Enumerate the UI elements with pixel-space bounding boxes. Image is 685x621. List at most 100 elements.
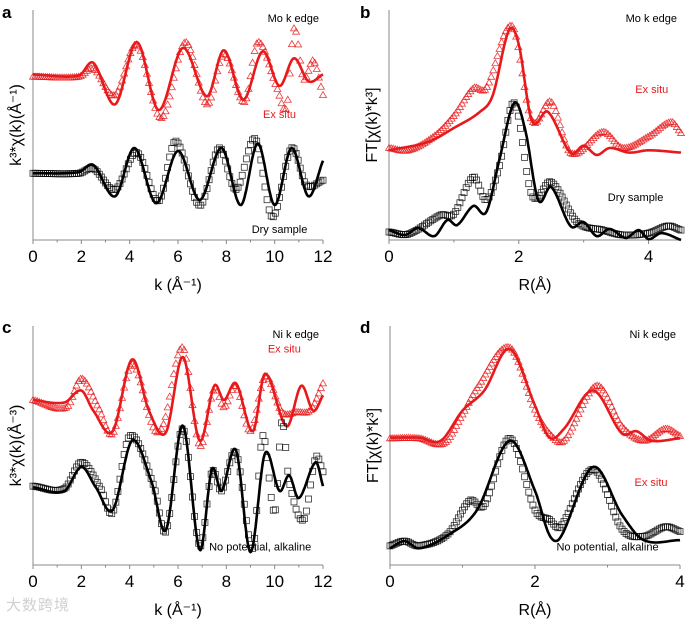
data-marker-triangle [273,84,282,92]
data-marker-square [259,432,267,439]
data-marker-square [234,183,242,191]
data-marker-triangle [476,377,486,385]
data-marker-square [517,124,524,132]
x-tick-label: 6 [173,572,182,591]
data-marker-triangle [279,104,288,112]
data-marker-triangle [101,421,110,429]
data-marker-square [292,505,300,513]
x-tick-label: 4 [675,572,684,591]
data-marker-triangle [468,390,478,398]
data-marker-square [303,507,310,515]
fit-line [388,101,682,242]
data-marker-triangle [576,405,585,413]
data-marker-square [278,419,285,427]
data-marker-square [525,180,533,188]
data-marker-triangle [665,425,674,433]
data-marker-square [296,515,304,523]
data-marker-square [604,491,611,499]
data-marker-square [81,460,89,468]
data-marker-triangle [487,359,496,367]
panel-letter: c [2,318,11,337]
x-axis-label: R(Å) [519,275,552,294]
x-tick-label: 4 [125,572,134,591]
data-marker-square [271,209,279,217]
data-marker-square [280,423,288,430]
data-marker-triangle [45,402,54,410]
x-tick-label: 12 [314,247,333,266]
data-marker-square [460,189,468,196]
x-tick-label: 0 [384,247,393,266]
y-axis-label: k³*χ(k)(Å⁻³) [6,405,25,487]
data-marker-square [249,136,256,144]
data-marker-square [238,171,246,179]
data-marker-square [622,530,630,537]
data-marker-triangle [59,403,69,412]
x-tick-label: 2 [77,572,86,591]
data-marker-triangle [568,423,577,431]
data-marker-square [305,183,312,190]
data-marker-triangle [198,93,208,101]
data-marker-triangle [248,58,257,66]
data-marker-square [473,176,481,184]
data-marker-triangle [109,91,118,99]
data-marker-triangle [279,409,288,417]
data-marker-triangle [497,37,506,46]
series-ex-situ: Ex situ [28,24,328,121]
data-marker-triangle [256,39,266,47]
data-marker-triangle [493,51,502,59]
series-label: Ex situ [268,343,301,355]
fit-line [389,347,681,444]
fit-line [32,355,325,443]
data-marker-triangle [281,104,290,113]
data-marker-square [612,513,620,521]
data-marker-triangle [601,128,611,136]
data-marker-triangle [663,424,672,432]
data-marker-triangle [84,383,94,391]
data-marker-triangle [171,359,181,367]
data-marker-triangle [39,399,48,407]
data-marker-triangle [574,409,583,418]
data-marker-square [257,443,265,451]
series-label: Dry sample [252,224,308,236]
x-tick-label: 4 [125,247,134,266]
series-label: Ex situ [263,109,296,121]
data-marker-square [521,473,529,481]
y-axis-label: k³*χ(k)(Å⁻¹) [6,84,25,166]
data-marker-triangle [72,381,81,389]
data-marker-triangle [47,402,56,410]
data-marker-triangle [432,129,442,137]
series-label: No potential, alkaline [209,542,311,554]
data-marker-triangle [250,46,259,54]
data-marker-triangle [310,399,319,407]
data-marker-square [583,470,591,477]
data-marker-triangle [630,140,640,148]
data-marker-triangle [452,421,461,429]
data-marker-square [677,226,685,234]
panel-letter: a [2,3,12,22]
data-marker-triangle [196,441,205,449]
data-marker-triangle [186,45,195,53]
data-marker-triangle [64,401,73,409]
series-dry-sample: Dry sample [385,99,685,242]
fit-line [388,26,682,157]
data-marker-square [560,197,568,205]
data-marker-square [176,143,184,151]
data-marker-square [240,163,248,171]
data-marker-square [645,531,653,539]
edge-label: Mo k edge [268,13,319,25]
data-marker-square [174,139,182,147]
data-marker-square [606,496,613,504]
data-marker-triangle [310,58,319,66]
data-marker-square [126,432,134,439]
data-marker-square [525,488,533,496]
data-marker-square [463,500,471,508]
data-marker-square [550,180,558,188]
data-marker-triangle [82,379,92,387]
series-ex-situ: Ex situ [385,342,685,489]
data-marker-square [242,155,250,163]
data-marker-triangle [578,400,587,408]
data-marker-triangle [479,373,488,382]
data-marker-triangle [454,417,463,425]
data-marker-triangle [296,56,305,64]
